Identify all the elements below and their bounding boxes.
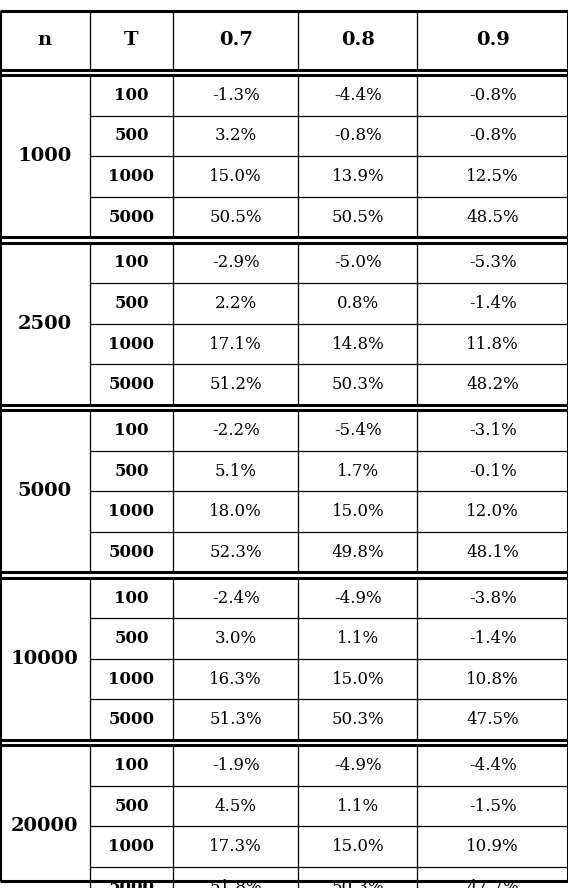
Text: -2.9%: -2.9% — [212, 255, 260, 272]
Text: 1000: 1000 — [108, 503, 154, 520]
Text: 51.3%: 51.3% — [210, 711, 262, 728]
Text: 1.1%: 1.1% — [337, 630, 379, 647]
Text: 3.0%: 3.0% — [215, 630, 257, 647]
Text: 5.1%: 5.1% — [215, 463, 257, 480]
Text: 15.0%: 15.0% — [332, 670, 384, 687]
Text: -1.4%: -1.4% — [469, 295, 517, 312]
Text: 500: 500 — [114, 630, 149, 647]
Text: -0.8%: -0.8% — [469, 87, 517, 104]
Text: -1.4%: -1.4% — [469, 630, 517, 647]
Text: 10.8%: 10.8% — [466, 670, 519, 687]
Text: 5000: 5000 — [108, 879, 154, 888]
Text: 3.2%: 3.2% — [215, 128, 257, 145]
Text: 1000: 1000 — [108, 336, 154, 353]
Text: 0.8%: 0.8% — [337, 295, 379, 312]
Text: -4.9%: -4.9% — [334, 590, 382, 607]
Text: 49.8%: 49.8% — [332, 543, 384, 560]
Text: n: n — [38, 31, 52, 49]
Text: 5000: 5000 — [18, 482, 72, 500]
Text: -2.4%: -2.4% — [212, 590, 260, 607]
Text: -1.3%: -1.3% — [212, 87, 260, 104]
Text: 500: 500 — [114, 797, 149, 814]
Text: 1.7%: 1.7% — [337, 463, 379, 480]
Text: 5000: 5000 — [108, 543, 154, 560]
Text: 1000: 1000 — [18, 147, 72, 165]
Text: -1.5%: -1.5% — [469, 797, 516, 814]
Text: 0.8: 0.8 — [341, 31, 375, 49]
Text: 15.0%: 15.0% — [332, 503, 384, 520]
Text: -0.1%: -0.1% — [469, 463, 517, 480]
Text: -5.0%: -5.0% — [334, 255, 382, 272]
Text: -5.4%: -5.4% — [334, 422, 382, 439]
Text: 14.8%: 14.8% — [332, 336, 384, 353]
Text: -3.8%: -3.8% — [469, 590, 517, 607]
Text: 2.2%: 2.2% — [215, 295, 257, 312]
Text: -4.4%: -4.4% — [469, 757, 517, 774]
Text: -0.8%: -0.8% — [469, 128, 517, 145]
Text: 10.9%: 10.9% — [466, 838, 519, 855]
Text: 50.3%: 50.3% — [332, 711, 384, 728]
Text: 1.1%: 1.1% — [337, 797, 379, 814]
Text: 5000: 5000 — [108, 711, 154, 728]
Text: 15.0%: 15.0% — [332, 838, 384, 855]
Text: 12.0%: 12.0% — [466, 503, 519, 520]
Text: 1000: 1000 — [108, 838, 154, 855]
Text: 13.9%: 13.9% — [332, 168, 384, 185]
Text: 50.3%: 50.3% — [332, 879, 384, 888]
Text: 50.3%: 50.3% — [332, 377, 384, 393]
Text: -0.8%: -0.8% — [334, 128, 382, 145]
Text: 100: 100 — [114, 757, 149, 774]
Text: 100: 100 — [114, 422, 149, 439]
Text: 15.0%: 15.0% — [210, 168, 262, 185]
Text: 5000: 5000 — [108, 209, 154, 226]
Text: 17.3%: 17.3% — [210, 838, 262, 855]
Text: 100: 100 — [114, 255, 149, 272]
Text: 500: 500 — [114, 128, 149, 145]
Text: 11.8%: 11.8% — [466, 336, 519, 353]
Text: 50.5%: 50.5% — [210, 209, 262, 226]
Text: 47.7%: 47.7% — [466, 879, 519, 888]
Text: 51.8%: 51.8% — [210, 879, 262, 888]
Text: 48.5%: 48.5% — [466, 209, 519, 226]
Text: 48.1%: 48.1% — [466, 543, 519, 560]
Text: 100: 100 — [114, 590, 149, 607]
Text: -4.4%: -4.4% — [334, 87, 382, 104]
Text: 0.7: 0.7 — [219, 31, 253, 49]
Text: 5000: 5000 — [108, 377, 154, 393]
Text: -4.9%: -4.9% — [334, 757, 382, 774]
Text: 1000: 1000 — [108, 670, 154, 687]
Text: 10000: 10000 — [11, 650, 79, 668]
Text: 48.2%: 48.2% — [466, 377, 519, 393]
Text: 20000: 20000 — [11, 818, 78, 836]
Text: -1.9%: -1.9% — [212, 757, 260, 774]
Text: 2500: 2500 — [18, 315, 72, 333]
Text: 50.5%: 50.5% — [332, 209, 384, 226]
Text: 500: 500 — [114, 463, 149, 480]
Text: 500: 500 — [114, 295, 149, 312]
Text: T: T — [124, 31, 139, 49]
Text: 12.5%: 12.5% — [466, 168, 519, 185]
Text: 51.2%: 51.2% — [210, 377, 262, 393]
Text: 18.0%: 18.0% — [210, 503, 262, 520]
Text: -5.3%: -5.3% — [469, 255, 516, 272]
Text: 47.5%: 47.5% — [466, 711, 519, 728]
Text: 100: 100 — [114, 87, 149, 104]
Text: 4.5%: 4.5% — [215, 797, 257, 814]
Text: 1000: 1000 — [108, 168, 154, 185]
Text: -2.2%: -2.2% — [212, 422, 260, 439]
Text: -3.1%: -3.1% — [469, 422, 517, 439]
Text: 0.9: 0.9 — [476, 31, 509, 49]
Text: 16.3%: 16.3% — [210, 670, 262, 687]
Text: 17.1%: 17.1% — [210, 336, 262, 353]
Text: 52.3%: 52.3% — [210, 543, 262, 560]
